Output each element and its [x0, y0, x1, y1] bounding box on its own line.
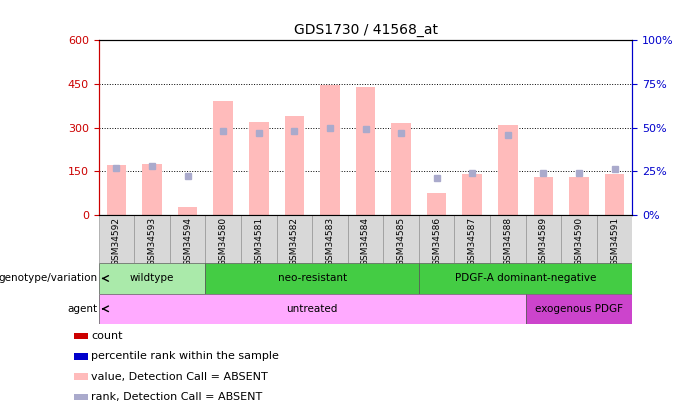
- Text: agent: agent: [68, 304, 98, 314]
- Bar: [142, 164, 162, 215]
- Text: percentile rank within the sample: percentile rank within the sample: [91, 352, 279, 361]
- Text: GSM34582: GSM34582: [290, 217, 299, 266]
- Text: exogenous PDGF: exogenous PDGF: [535, 304, 623, 314]
- Text: GSM34585: GSM34585: [396, 217, 405, 266]
- Bar: [277, 215, 312, 263]
- Bar: [214, 101, 233, 215]
- Text: GSM34593: GSM34593: [148, 217, 156, 266]
- Bar: [462, 174, 482, 215]
- Bar: [241, 215, 277, 263]
- Text: GSM34589: GSM34589: [539, 217, 548, 266]
- Text: GSM34594: GSM34594: [183, 217, 192, 266]
- Title: GDS1730 / 41568_at: GDS1730 / 41568_at: [294, 23, 437, 37]
- Text: value, Detection Call = ABSENT: value, Detection Call = ABSENT: [91, 372, 268, 382]
- Bar: [284, 116, 304, 215]
- Bar: [384, 215, 419, 263]
- Bar: [419, 215, 454, 263]
- Bar: [526, 215, 561, 263]
- Bar: [526, 294, 632, 324]
- Text: GSM34587: GSM34587: [468, 217, 477, 266]
- Bar: [134, 215, 170, 263]
- Bar: [427, 193, 447, 215]
- Bar: [99, 294, 526, 324]
- Bar: [170, 215, 205, 263]
- Bar: [597, 215, 632, 263]
- Text: GSM34590: GSM34590: [575, 217, 583, 266]
- Bar: [99, 215, 134, 263]
- Bar: [74, 394, 88, 400]
- Text: PDGF-A dominant-negative: PDGF-A dominant-negative: [455, 273, 596, 283]
- Bar: [99, 263, 205, 294]
- Bar: [74, 333, 88, 339]
- Text: GSM34586: GSM34586: [432, 217, 441, 266]
- Bar: [320, 85, 340, 215]
- Text: GSM34591: GSM34591: [610, 217, 619, 266]
- Bar: [391, 123, 411, 215]
- Bar: [454, 215, 490, 263]
- Bar: [534, 177, 554, 215]
- Text: GSM34584: GSM34584: [361, 217, 370, 266]
- Bar: [605, 174, 624, 215]
- Bar: [74, 353, 88, 360]
- Text: GSM34592: GSM34592: [112, 217, 121, 266]
- Bar: [356, 87, 375, 215]
- Bar: [249, 122, 269, 215]
- Bar: [205, 215, 241, 263]
- Text: neo-resistant: neo-resistant: [277, 273, 347, 283]
- Text: genotype/variation: genotype/variation: [0, 273, 98, 283]
- Bar: [490, 215, 526, 263]
- Bar: [498, 125, 517, 215]
- Text: GSM34580: GSM34580: [219, 217, 228, 266]
- Text: wildtype: wildtype: [130, 273, 174, 283]
- Bar: [419, 263, 632, 294]
- Bar: [569, 177, 589, 215]
- Bar: [74, 373, 88, 380]
- Bar: [312, 215, 347, 263]
- Bar: [177, 207, 197, 215]
- Text: GSM34583: GSM34583: [326, 217, 335, 266]
- Bar: [347, 215, 384, 263]
- Text: GSM34581: GSM34581: [254, 217, 263, 266]
- Bar: [107, 165, 126, 215]
- Text: rank, Detection Call = ABSENT: rank, Detection Call = ABSENT: [91, 392, 262, 402]
- Text: untreated: untreated: [286, 304, 338, 314]
- Bar: [561, 215, 597, 263]
- Text: GSM34588: GSM34588: [503, 217, 512, 266]
- Text: count: count: [91, 331, 122, 341]
- Bar: [205, 263, 419, 294]
